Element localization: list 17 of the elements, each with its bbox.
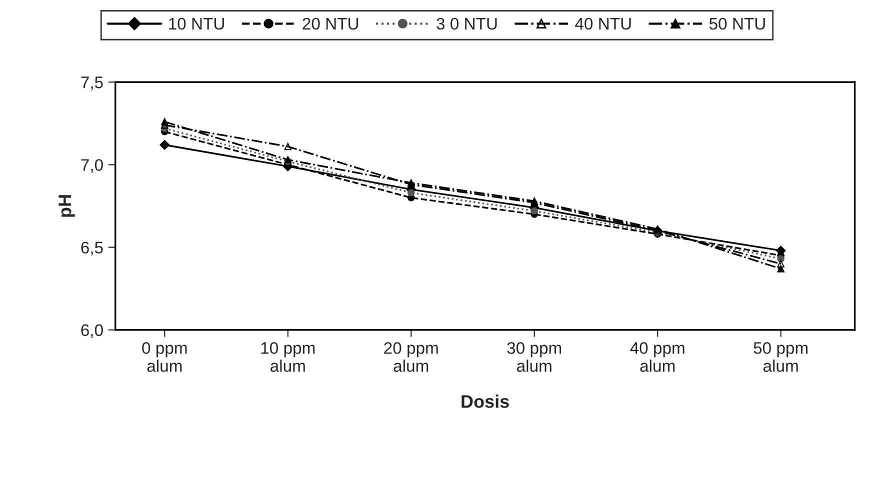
x-tick-label: 50 ppm alum [754,342,808,372]
y-tick-label: 6,0 [81,324,103,338]
legend-label: 10 NTU [169,18,224,30]
x-tick-label: 20 ppm alum [384,342,438,372]
y-axis-title: pH [58,195,75,217]
legend-label: 20 NTU [302,18,358,30]
x-tick-label: 10 ppm alum [261,342,315,372]
x-axis-title: Dosis [462,394,509,408]
x-tick-label: 40 ppm alum [630,342,684,372]
y-tick-label: 7,0 [81,159,103,173]
x-tick-label: 30 ppm alum [507,342,562,372]
y-tick-label: 7,5 [81,76,103,90]
legend-label: 50 NTU [709,18,765,30]
x-tick-label: 0 ppm alum [142,342,187,372]
legend-label: 3 0 NTU [436,18,497,30]
legend-label: 40 NTU [575,18,631,30]
y-tick-label: 6,5 [81,242,103,256]
